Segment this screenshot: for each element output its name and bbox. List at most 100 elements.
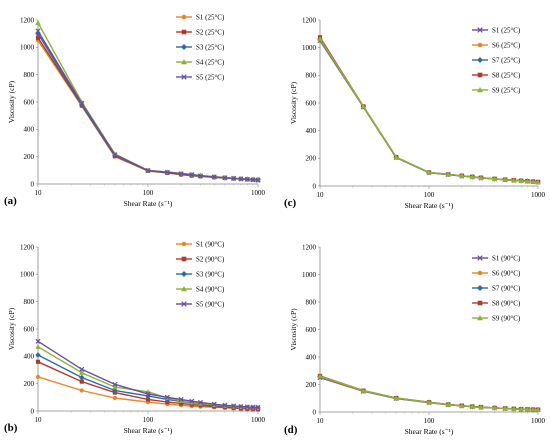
legend-item-label: S9 (90°C) [492,315,521,323]
y-tick-label: 1000 [20,44,35,52]
data-point [222,175,228,181]
data-point [530,178,536,184]
legend-swatch-marker [477,255,483,261]
data-point [524,178,531,184]
legend: S1 (25°C) S2 (25°C) S3 (25°C) S4 (25°C) S5 (… [176,14,225,82]
panel-label: (d) [284,424,298,436]
data-point [145,393,151,399]
series-line [37,40,259,181]
x-axis-label: Shear Rate (s⁻¹) [124,426,173,435]
y-tick-label: 0 [31,407,35,415]
data-point [393,395,399,401]
y-tick-label: 1200 [20,243,35,251]
legend: S1 (25°C) S6 (25°C) S7 (25°C) S8 (25°C) S9 (… [472,27,521,95]
x-tick-label: 100 [424,191,435,199]
legend-swatch-marker [477,42,483,48]
data-point [164,169,170,175]
data-point [35,359,41,364]
data-point [469,403,476,409]
legend-swatch-marker [181,256,187,262]
x-axis-label: Shear Rate (s⁻¹) [405,427,454,436]
series-line [37,22,259,181]
x-tick-label: 100 [143,189,154,197]
legend-swatch-marker [477,72,483,78]
x-tick-label: 100 [143,416,154,424]
data-point [535,406,541,412]
legend-item-label: S3 (90°C) [196,271,225,279]
data-point [189,172,195,178]
series-5 [317,35,541,185]
data-point [459,173,465,178]
data-point [511,406,517,411]
legend-swatch-marker [181,14,187,20]
y-tick-label: 1000 [302,271,317,279]
data-point [478,175,484,180]
data-point [79,374,85,381]
y-tick-label: 200 [24,380,35,388]
x-tick-label: 10 [317,417,325,425]
legend-item-label: S2 (90°C) [196,256,225,264]
legend-item-label: S5 (25°C) [196,74,225,82]
chart-panel: 0 200 400 600 800 1000 1200 10 100 1000 Shear Rate… [4,14,266,209]
legend-swatch-marker [477,27,483,33]
x-tick-label: 10 [317,191,325,199]
data-point [178,398,184,403]
series-4 [317,373,541,412]
data-point [222,402,228,408]
legend-item-label: S8 (90°C) [492,300,521,308]
legend-item-label: S3 (25°C) [196,44,225,52]
legend-swatch-marker [477,285,483,291]
legend-swatch-marker [181,286,187,292]
legend-swatch-marker [477,87,483,93]
data-point [360,103,367,109]
data-point [112,152,118,158]
data-point [35,338,41,344]
legend-swatch-marker [181,241,187,247]
y-axis-label: Viscosity (cP) [7,80,16,123]
y-tick-label: 600 [24,98,35,106]
legend-item-label: S1 (90°C) [492,255,521,263]
series-2 [35,35,261,182]
legend-item-label: S7 (25°C) [492,57,521,65]
data-point [79,100,85,106]
legend-swatch-marker [181,301,187,307]
data-point [491,176,498,182]
data-point [445,401,451,407]
data-point [35,20,41,25]
data-point [145,391,151,397]
data-point [250,177,256,183]
legend-swatch-marker [181,74,187,80]
y-tick-label: 200 [306,381,317,389]
data-point [178,171,184,177]
y-tick-label: 0 [313,408,317,416]
data-point [238,176,244,182]
y-tick-label: 1200 [302,243,317,251]
y-tick-label: 600 [306,99,317,107]
series-line [37,37,259,181]
series-5 [35,338,261,410]
x-tick-label: 1000 [251,189,266,197]
data-point [238,403,244,410]
legend: S1 (90°C) S2 (90°C) S3 (90°C) S4 (90°C) S5 (… [176,241,225,309]
y-tick-label: 800 [306,72,317,80]
data-point [491,405,498,410]
data-point [518,178,524,183]
data-point [79,366,85,372]
legend-item-label: S9 (25°C) [492,87,521,95]
legend-item-label: S6 (25°C) [492,42,521,50]
series-5 [317,373,541,412]
data-point [112,381,118,387]
series-5 [35,28,261,183]
legend-swatch-marker [181,271,187,277]
chart-panel: 0 200 400 600 800 1000 1200 10 100 1000 Shear Rate… [284,16,546,210]
y-tick-label: 1000 [20,271,35,279]
data-point [35,344,41,349]
data-point [530,406,536,412]
series-line [37,30,259,181]
data-point [426,169,432,175]
data-point [35,35,41,40]
data-point [211,401,217,407]
y-tick-label: 200 [306,155,317,163]
legend-item-label: S1 (25°C) [492,27,521,35]
